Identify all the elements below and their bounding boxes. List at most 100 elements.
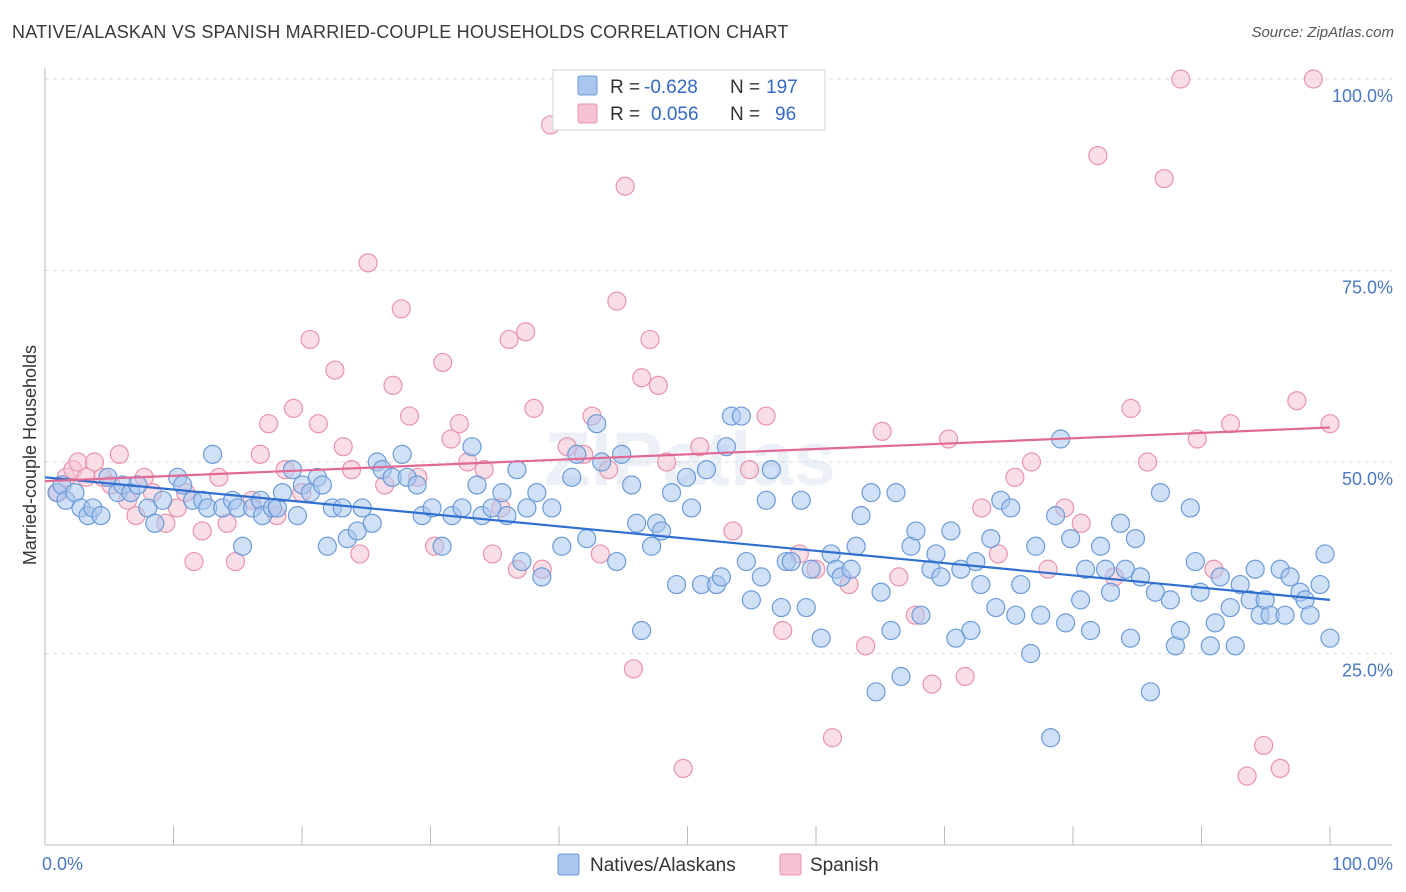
natives-point-141 — [1056, 613, 1076, 633]
spanish-trend-line — [44, 426, 1331, 483]
y-axis-label: Married-couple Households — [20, 345, 40, 565]
natives-point-7 — [91, 506, 111, 526]
natives-point-150 — [1115, 559, 1136, 579]
natives-point-56 — [462, 437, 482, 457]
spanish-point-64 — [648, 375, 668, 395]
natives-point-133 — [1006, 605, 1026, 625]
spanish-point-48 — [499, 329, 519, 350]
spanish-point-57 — [590, 544, 610, 564]
natives-point-14 — [145, 513, 165, 533]
natives-point-111 — [861, 483, 881, 503]
natives-point-78 — [632, 620, 652, 641]
spanish-point-78 — [872, 421, 892, 441]
spanish-point-67 — [690, 437, 710, 457]
chart-source: Source: ZipAtlas.com — [1251, 24, 1394, 41]
chart-title: NATIVE/ALASKAN VS SPANISH MARRIED-COUPLE… — [12, 22, 789, 42]
natives-point-113 — [871, 582, 891, 602]
natives-point-114 — [881, 620, 901, 641]
legend-r-label-pink: R = — [610, 104, 640, 125]
spanish-point-59 — [607, 291, 627, 311]
natives-point-90 — [716, 437, 737, 457]
natives-point-62 — [507, 460, 527, 480]
spanish-point-34 — [358, 253, 378, 273]
spanish-point-77 — [856, 636, 876, 656]
spanish-point-82 — [938, 429, 959, 449]
natives-point-151 — [1120, 628, 1141, 648]
y-tick-label-1: 75.0% — [1342, 278, 1393, 298]
spanish-point-97 — [1187, 429, 1207, 449]
natives-point-70 — [567, 444, 587, 464]
natives-point-148 — [1100, 582, 1121, 602]
natives-point-115 — [886, 483, 906, 503]
spanish-point-71 — [756, 406, 776, 426]
natives-point-147 — [1095, 559, 1116, 579]
natives-point-102 — [796, 597, 816, 618]
natives-point-93 — [736, 551, 756, 572]
natives-point-95 — [751, 567, 771, 587]
spanish-point-50 — [516, 322, 536, 342]
natives-point-144 — [1075, 559, 1096, 579]
natives-point-67 — [542, 498, 562, 518]
natives-point-142 — [1061, 528, 1081, 549]
natives-point-119 — [911, 605, 931, 625]
spanish-point-60 — [615, 176, 635, 196]
spanish-point-29 — [308, 414, 328, 434]
natives-point-72 — [587, 414, 607, 434]
natives-point-59 — [482, 498, 502, 518]
natives-point-136 — [1026, 536, 1046, 556]
natives-point-73 — [592, 452, 612, 472]
spanish-point-42 — [441, 429, 461, 449]
spanish-point-43 — [449, 414, 469, 434]
natives-point-42 — [347, 521, 367, 541]
natives-point-110 — [851, 506, 871, 526]
spanish-point-99 — [1220, 414, 1241, 434]
natives-point-122 — [931, 567, 951, 587]
natives-point-126 — [961, 620, 981, 641]
natives-point-37 — [312, 475, 332, 495]
axes — [44, 68, 1392, 846]
natives-point-170 — [1245, 559, 1265, 579]
spanish-point-62 — [632, 368, 652, 388]
natives-point-94 — [741, 590, 761, 610]
spanish-point-66 — [673, 758, 693, 779]
natives-point-69 — [562, 467, 582, 487]
legend: R = -0.628 N = 197 R = 0.056 N = 96 — [552, 69, 826, 131]
natives-point-87 — [696, 460, 717, 480]
natives-point-149 — [1110, 513, 1131, 533]
natives-point-146 — [1090, 536, 1111, 556]
natives-point-63 — [512, 551, 532, 572]
natives-point-152 — [1125, 528, 1146, 549]
natives-point-130 — [986, 597, 1006, 618]
legend-r-value-blue: -0.628 — [644, 77, 698, 98]
natives-point-92 — [731, 406, 751, 426]
natives-point-180 — [1310, 574, 1330, 595]
spanish-point-93 — [1121, 398, 1141, 418]
natives-point-33 — [287, 506, 308, 526]
spanish-point-105 — [1320, 414, 1340, 434]
legend-n-label-blue: N = — [730, 77, 760, 98]
spanish-point-41 — [433, 352, 453, 373]
natives-point-82 — [661, 483, 682, 503]
natives-point-44 — [362, 513, 382, 533]
natives-point-166 — [1220, 597, 1240, 618]
spanish-point-33 — [350, 544, 370, 564]
spanish-point-22 — [250, 444, 270, 464]
natives-point-159 — [1170, 620, 1190, 641]
x-tick-labels: 0.0% 100.0% — [42, 854, 1393, 874]
spanish-point-31 — [333, 437, 353, 457]
spanish-point-23 — [258, 414, 279, 434]
spanish-point-102 — [1270, 758, 1290, 779]
natives-point-139 — [1046, 506, 1066, 526]
spanish-point-38 — [399, 406, 420, 426]
natives-point-40 — [332, 498, 352, 518]
spanish-point-95 — [1154, 168, 1174, 189]
natives-point-79 — [641, 536, 662, 556]
natives-point-21 — [203, 444, 223, 464]
spanish-point-5 — [84, 452, 105, 472]
spanish-point-18 — [209, 467, 229, 487]
natives-point-31 — [272, 483, 293, 503]
natives-point-137 — [1031, 605, 1051, 625]
x-tick-label-1: 100.0% — [1332, 854, 1393, 874]
natives-point-77 — [627, 513, 647, 533]
